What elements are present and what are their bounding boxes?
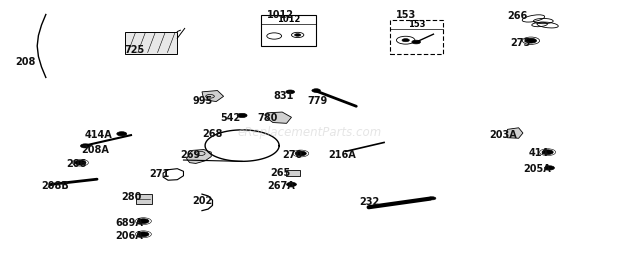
Circle shape bbox=[81, 144, 91, 148]
Text: 1012: 1012 bbox=[267, 10, 294, 20]
Circle shape bbox=[138, 219, 149, 223]
Text: 206A: 206A bbox=[115, 231, 143, 241]
Circle shape bbox=[544, 166, 554, 170]
Text: 153: 153 bbox=[408, 20, 425, 29]
Text: 216A: 216A bbox=[329, 150, 356, 160]
Circle shape bbox=[237, 113, 247, 118]
Text: 232: 232 bbox=[360, 197, 379, 207]
Bar bbox=[125, 32, 177, 54]
Text: 275: 275 bbox=[511, 38, 531, 48]
Text: 831: 831 bbox=[273, 91, 293, 101]
Text: 265: 265 bbox=[270, 168, 290, 178]
Text: 780: 780 bbox=[257, 113, 278, 123]
Text: 208B: 208B bbox=[42, 181, 69, 191]
Polygon shape bbox=[202, 91, 224, 101]
Text: 205A: 205A bbox=[523, 164, 551, 174]
Text: 779: 779 bbox=[307, 96, 327, 106]
Polygon shape bbox=[267, 112, 291, 123]
Circle shape bbox=[117, 132, 126, 136]
Text: 266: 266 bbox=[508, 11, 528, 21]
Text: 267A: 267A bbox=[267, 181, 294, 191]
Text: 542: 542 bbox=[221, 113, 241, 123]
Text: 271: 271 bbox=[149, 169, 170, 179]
Circle shape bbox=[412, 40, 420, 44]
Text: 280: 280 bbox=[122, 192, 142, 202]
Text: 153: 153 bbox=[396, 10, 417, 20]
Text: 414: 414 bbox=[529, 148, 549, 158]
Text: 203A: 203A bbox=[489, 130, 516, 140]
Text: 995: 995 bbox=[193, 96, 213, 106]
Circle shape bbox=[286, 90, 294, 94]
Bar bbox=[260, 15, 316, 46]
Text: 269: 269 bbox=[180, 150, 201, 160]
Circle shape bbox=[75, 160, 86, 165]
Circle shape bbox=[138, 232, 149, 237]
Text: 202: 202 bbox=[193, 196, 213, 206]
Circle shape bbox=[295, 151, 306, 156]
Bar bbox=[390, 20, 443, 54]
Polygon shape bbox=[507, 128, 523, 138]
Circle shape bbox=[294, 34, 301, 36]
Circle shape bbox=[428, 197, 436, 200]
Text: 1012: 1012 bbox=[277, 15, 300, 24]
FancyBboxPatch shape bbox=[286, 170, 299, 176]
Bar bbox=[136, 195, 152, 204]
Text: 414A: 414A bbox=[85, 130, 112, 140]
Text: 208A: 208A bbox=[82, 144, 110, 154]
Circle shape bbox=[542, 150, 553, 154]
Circle shape bbox=[402, 39, 409, 42]
Text: 206: 206 bbox=[66, 159, 86, 169]
Circle shape bbox=[286, 182, 296, 187]
Polygon shape bbox=[187, 149, 211, 164]
Text: 268: 268 bbox=[202, 129, 223, 139]
Circle shape bbox=[525, 38, 536, 43]
Text: 725: 725 bbox=[125, 45, 145, 55]
Text: 208: 208 bbox=[15, 57, 35, 67]
Text: 270: 270 bbox=[282, 150, 303, 160]
Text: 689A: 689A bbox=[115, 218, 143, 228]
Circle shape bbox=[312, 89, 321, 92]
Text: eReplacementParts.com: eReplacementParts.com bbox=[238, 126, 382, 139]
